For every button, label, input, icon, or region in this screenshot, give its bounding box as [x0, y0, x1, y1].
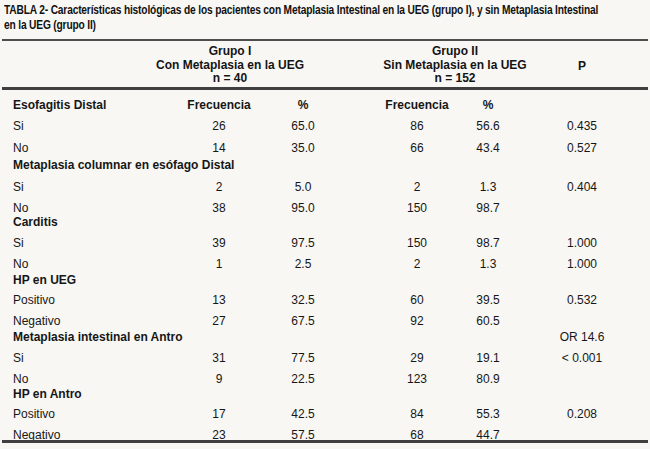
cell-group1-percent: 95.0 — [253, 201, 353, 215]
table-row: Si3997.515098.71.000 — [0, 236, 650, 254]
cell-label: Metaplasia intestinal en Antro — [13, 330, 358, 344]
cell-group2-percent: % — [438, 98, 538, 112]
cell-group2-percent: 1.3 — [438, 180, 538, 194]
cell-group2-percent: 98.7 — [438, 201, 538, 215]
table-body: Esofagitis DistalFrecuencia%Frecuencia% S… — [0, 0, 650, 449]
cell-group1-percent: 65.0 — [253, 119, 353, 133]
cell-group1-percent: 97.5 — [253, 236, 353, 250]
cell-p-value: 0.435 — [532, 119, 632, 133]
scanned-table-page: TABLA 2- Características histológicas de… — [0, 0, 650, 449]
cell-group1-percent: 22.5 — [253, 372, 353, 386]
cell-group1-percent: 77.5 — [253, 351, 353, 365]
cell-p-value: 1.000 — [532, 236, 632, 250]
cell-group1-percent: 67.5 — [253, 314, 353, 328]
cell-group2-percent: 56.6 — [438, 119, 538, 133]
cell-group1-percent: 2.5 — [253, 257, 353, 271]
cell-group2-percent: 55.3 — [438, 407, 538, 421]
table-row: Positivo1742.58455.30.208 — [0, 407, 650, 425]
cell-label: HP en Antro — [13, 387, 358, 401]
cell-group1-percent: 5.0 — [253, 180, 353, 194]
table-row: No1435.06643.40.527 — [0, 141, 650, 159]
section-header-row: Carditis — [0, 215, 650, 233]
section-header-row: HP en Antro — [0, 387, 650, 405]
section-header-row: Metaplasia columnar en esófago Distal — [0, 158, 650, 176]
cell-p-value: OR 14.6 — [532, 330, 632, 344]
table-row: Si3177.52919.1< 0.001 — [0, 351, 650, 369]
table-row: Negativo2357.56844.7 — [0, 428, 650, 446]
cell-p-value: 0.208 — [532, 407, 632, 421]
cell-group1-percent: 42.5 — [253, 407, 353, 421]
section-header-row: HP en UEG — [0, 273, 650, 291]
cell-label: HP en UEG — [13, 273, 358, 287]
cell-p-value: 1.000 — [532, 257, 632, 271]
cell-group2-percent: 39.5 — [438, 293, 538, 307]
cell-group2-percent: 43.4 — [438, 141, 538, 155]
cell-p-value: 0.404 — [532, 180, 632, 194]
column-header-row: Esofagitis DistalFrecuencia%Frecuencia% — [0, 98, 650, 116]
cell-group2-percent: 80.9 — [438, 372, 538, 386]
cell-group1-percent: % — [253, 98, 353, 112]
cell-group2-percent: 1.3 — [438, 257, 538, 271]
table-row: Positivo1332.56039.50.532 — [0, 293, 650, 311]
cell-label: Metaplasia columnar en esófago Distal — [13, 158, 358, 172]
cell-group1-percent: 32.5 — [253, 293, 353, 307]
cell-group2-percent: 60.5 — [438, 314, 538, 328]
bottom-rule — [2, 440, 648, 443]
cell-p-value: < 0.001 — [532, 351, 632, 365]
table-row: Si25.021.30.404 — [0, 180, 650, 198]
cell-label: Carditis — [13, 215, 358, 229]
table-row: Si2665.08656.60.435 — [0, 119, 650, 137]
section-header-row: Metaplasia intestinal en Antro OR 14.6 — [0, 330, 650, 348]
cell-p-value: 0.532 — [532, 293, 632, 307]
cell-group1-percent: 35.0 — [253, 141, 353, 155]
cell-p-value: 0.527 — [532, 141, 632, 155]
cell-group2-percent: 19.1 — [438, 351, 538, 365]
cell-group2-percent: 98.7 — [438, 236, 538, 250]
